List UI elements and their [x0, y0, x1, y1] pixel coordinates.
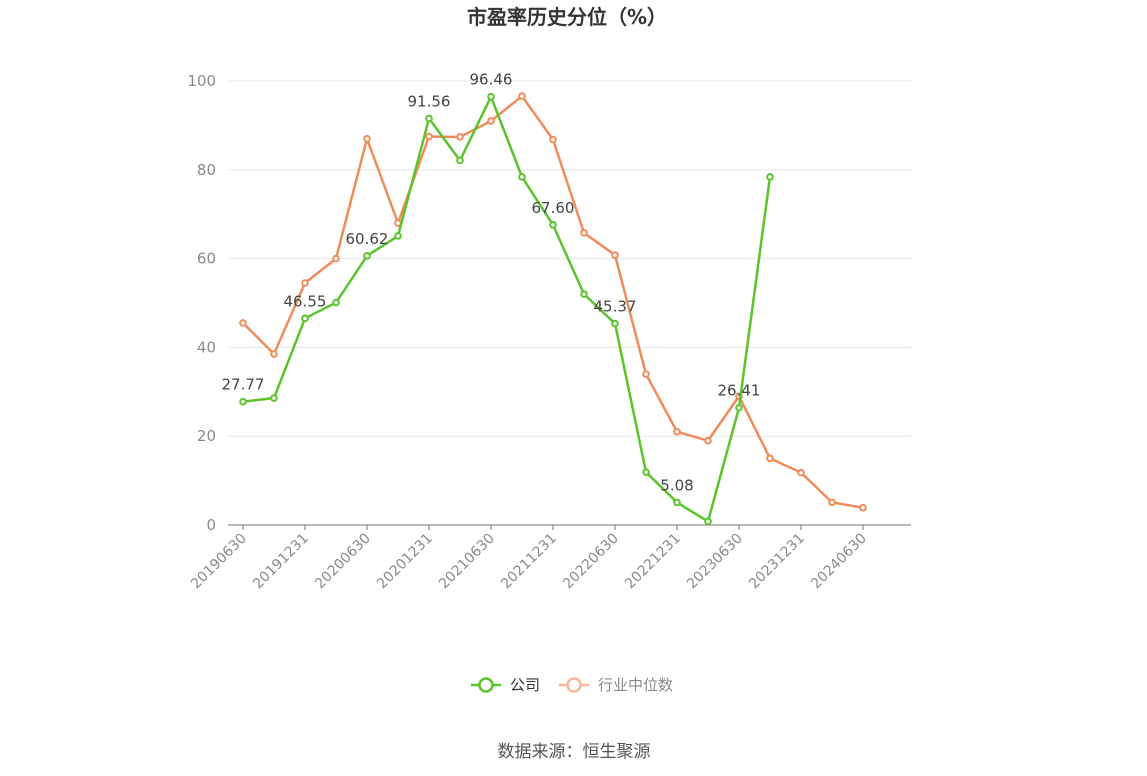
x-tick-label: 20231231	[746, 531, 808, 593]
data-label: 27.77	[222, 376, 265, 394]
legend[interactable]: 公司 行业中位数	[471, 676, 673, 694]
x-tick-label: 20190630	[188, 531, 250, 593]
data-label: 26.41	[718, 382, 761, 400]
data-point	[797, 468, 805, 477]
data-label: 67.60	[532, 199, 575, 217]
data-point	[518, 92, 526, 100]
x-tick-label: 20211231	[498, 531, 560, 593]
x-tick-label: 20191231	[250, 531, 312, 593]
x-tick-label: 20240630	[808, 531, 870, 593]
legend-item[interactable]: 公司	[471, 676, 540, 694]
data-label: 91.56	[408, 92, 451, 110]
data-point	[270, 394, 278, 402]
y-tick-label: 60	[197, 250, 216, 268]
source-note: 数据来源：恒生聚源	[498, 742, 651, 762]
data-label: 46.55	[284, 292, 327, 310]
legend-item[interactable]: 行业中位数	[559, 676, 673, 694]
data-point	[363, 252, 371, 260]
axes: 0 20 40 60 80 100 20190630 20191231 20200630 2020…	[187, 72, 911, 592]
x-tick-label: 20221231	[622, 531, 684, 593]
data-point	[859, 503, 867, 512]
data-label: 96.46	[470, 71, 513, 89]
x-tick-label: 20210630	[436, 531, 498, 593]
data-point	[301, 314, 309, 323]
y-tick-label: 80	[197, 161, 216, 179]
grid	[228, 80, 911, 437]
data-point	[425, 132, 433, 141]
series	[239, 92, 867, 526]
x-tick-label: 20201231	[374, 531, 436, 593]
y-tick-label: 0	[206, 516, 216, 534]
data-labels: 27.77 46.55 60.62 91.56 96.46 67.60 45.37 5.08 2…	[222, 71, 761, 495]
y-tick-label: 40	[197, 338, 216, 356]
series-line	[242, 95, 772, 523]
data-point	[673, 498, 681, 507]
data-label: 45.37	[594, 298, 637, 316]
data-point	[456, 133, 464, 141]
y-tick-label: 100	[187, 72, 216, 90]
data-point	[580, 229, 588, 237]
data-point	[549, 221, 557, 229]
data-point	[642, 468, 650, 476]
data-point	[766, 454, 774, 463]
data-point	[611, 319, 619, 328]
data-label: 5.08	[660, 476, 693, 494]
data-point	[704, 517, 712, 526]
data-point	[487, 117, 495, 125]
data-point	[673, 427, 681, 436]
data-label: 60.62	[346, 230, 389, 248]
data-point	[735, 403, 743, 412]
data-point	[425, 114, 433, 123]
data-point	[580, 290, 588, 298]
legend-label: 行业中位数	[598, 676, 673, 694]
data-point	[828, 498, 836, 507]
data-point	[239, 397, 247, 406]
data-point	[239, 319, 247, 327]
x-tick-label: 20230630	[684, 531, 746, 593]
data-point	[704, 436, 712, 445]
data-point	[363, 134, 371, 143]
data-point	[332, 254, 340, 263]
data-point	[332, 298, 340, 307]
data-point	[642, 370, 650, 378]
data-point	[394, 232, 402, 240]
legend-label: 公司	[510, 676, 540, 694]
x-tick-label: 20220630	[560, 531, 622, 593]
data-point	[270, 350, 278, 358]
data-point	[611, 251, 619, 259]
legend-marker	[566, 677, 582, 693]
data-point	[301, 279, 309, 287]
data-point	[549, 135, 557, 144]
data-point	[766, 173, 774, 181]
data-point	[518, 173, 526, 181]
y-tick-label: 20	[197, 427, 216, 445]
legend-marker	[478, 677, 494, 693]
chart-title: 市盈率历史分位（%）	[467, 5, 667, 29]
x-tick-label: 20200630	[312, 531, 374, 593]
data-point	[456, 156, 464, 165]
data-point	[487, 92, 495, 101]
